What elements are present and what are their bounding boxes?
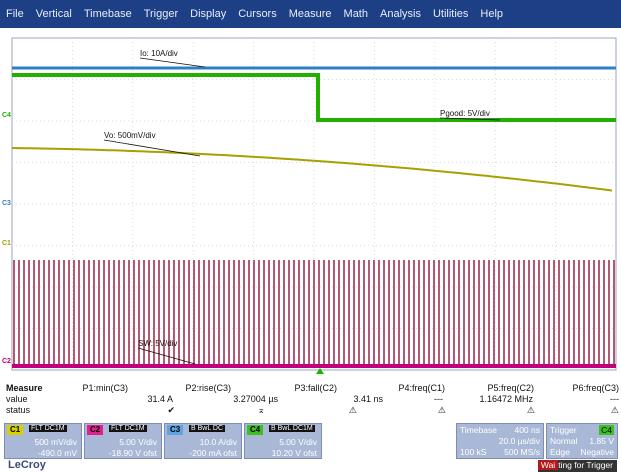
c3-offset: -200 mA ofst xyxy=(189,448,237,458)
c4-marker: C4 xyxy=(2,112,11,119)
param-value: --- xyxy=(434,394,443,404)
param-value: 31.4 A xyxy=(147,394,173,404)
param-name[interactable]: P5:freq(C2) xyxy=(487,383,534,393)
trigger-slope: Negative xyxy=(580,447,614,457)
menu-cursors[interactable]: Cursors xyxy=(238,8,277,20)
timebase-samples: 100 kS xyxy=(460,447,487,457)
c2-flags: FLT DC1M xyxy=(109,425,147,432)
param-name[interactable]: P3:fall(C2) xyxy=(294,383,337,393)
c3-marker: C3 xyxy=(2,200,11,207)
channel-c1-box[interactable]: C1 FLT DC1M 500 mV/div -490.0 mV xyxy=(4,423,82,459)
timebase-div: 20.0 µs/div xyxy=(498,436,540,446)
status-warning-icon: ⚠ xyxy=(437,405,446,415)
menu-file[interactable]: File xyxy=(6,8,24,20)
trigger-source: C4 xyxy=(599,425,614,435)
pgood-trace xyxy=(12,73,616,122)
vo-trace xyxy=(11,147,613,192)
timebase-label: Timebase xyxy=(460,425,498,435)
channel-c4-box[interactable]: C4 B BwL DC1M 5.00 V/div 10.20 V ofst xyxy=(244,423,322,459)
menu-analysis[interactable]: Analysis xyxy=(380,8,421,20)
status-range-icon: ⌅ xyxy=(257,405,265,415)
c2-tag: C2 xyxy=(87,425,104,435)
c1-flags: FLT DC1M xyxy=(29,425,67,432)
c2-scale: 5.00 V/div xyxy=(119,437,157,447)
pgood-label-leader xyxy=(439,117,501,121)
param-name[interactable]: P4:freq(C1) xyxy=(398,383,445,393)
status-warning-icon: ⚠ xyxy=(610,405,619,415)
c4-offset: 10.20 V ofst xyxy=(271,448,317,458)
status-text: ting for Trigger xyxy=(558,460,613,470)
menu-utilities[interactable]: Utilities xyxy=(432,8,469,20)
timebase-rate: 500 MS/s xyxy=(504,447,540,457)
lecroy-logo: LeCroy xyxy=(8,459,46,471)
waveform-display[interactable]: Io: 10A/div Pgood: 5V/div Vo: 500mV/div SW:… xyxy=(0,28,621,378)
channel-c3-box[interactable]: C3 B BwL DC 10.0 A/div -200 mA ofst xyxy=(164,423,242,459)
param-name[interactable]: P6:freq(C3) xyxy=(572,383,619,393)
measure-table: Measure P1:min(C3) P2:rise(C3) P3:fall(C… xyxy=(0,381,621,427)
c1-offset: -490.0 mV xyxy=(37,448,77,458)
c3-tag: C3 xyxy=(167,425,184,435)
trigger-level: 1.85 V xyxy=(589,436,614,446)
timebase-box[interactable]: Timebase 400 ns 20.0 µs/div 100 kS 500 M… xyxy=(456,423,544,459)
sw-label-leader xyxy=(137,347,196,365)
menu-math[interactable]: Math xyxy=(343,8,368,20)
sw-label: SW: 5V/div xyxy=(138,339,177,348)
param-name[interactable]: P1:min(C3) xyxy=(82,383,128,393)
status-warning-icon: ⚠ xyxy=(526,405,535,415)
c4-flags: B BwL DC1M xyxy=(269,425,315,432)
io-label-leader xyxy=(139,57,206,68)
trigger-status: Wai ting for Trigger xyxy=(537,460,617,472)
trigger-label: Trigger xyxy=(550,425,577,435)
c4-tag: C4 xyxy=(247,425,264,435)
vo-label-leader xyxy=(103,139,201,157)
vo-label: Vo: 500mV/div xyxy=(104,131,156,140)
c2-marker: C2 xyxy=(2,358,11,365)
menu-vertical[interactable]: Vertical xyxy=(35,8,72,20)
io-label: Io: 10A/div xyxy=(140,49,178,58)
param-value: 1.16472 MHz xyxy=(479,394,533,404)
param-value: --- xyxy=(610,394,619,404)
value-label: value xyxy=(6,394,28,404)
c3-scale: 10.0 A/div xyxy=(199,437,237,447)
menu-trigger[interactable]: Trigger xyxy=(143,8,179,20)
menu-display[interactable]: Display xyxy=(190,8,227,20)
pgood-label: Pgood: 5V/div xyxy=(440,109,490,118)
c1-scale: 500 mV/div xyxy=(34,437,77,447)
menu-help[interactable]: Help xyxy=(480,8,504,20)
c3-flags: B BwL DC xyxy=(189,425,226,432)
trigger-position-icon xyxy=(316,368,324,374)
c1-marker: C1 xyxy=(2,240,11,247)
menu-bar: File Vertical Timebase Trigger Display C… xyxy=(0,0,621,28)
param-value: 3.41 ns xyxy=(353,394,383,404)
param-name[interactable]: P2:rise(C3) xyxy=(185,383,231,393)
menu-measure[interactable]: Measure xyxy=(288,8,332,20)
status-label: status xyxy=(6,405,31,415)
trigger-box[interactable]: Trigger C4 Normal 1.85 V Edge Negative xyxy=(546,423,618,459)
timebase-delay: 400 ns xyxy=(514,425,540,435)
measure-header: Measure xyxy=(6,383,43,393)
trigger-type: Edge xyxy=(550,447,570,457)
status-check-icon: ✔ xyxy=(167,405,175,415)
status-highlight: Wai xyxy=(537,460,559,470)
waveform-grid: Io: 10A/div Pgood: 5V/div Vo: 500mV/div SW:… xyxy=(11,37,617,374)
param-value: 3.27004 µs xyxy=(233,394,278,404)
trigger-mode: Normal xyxy=(550,436,578,446)
menu-timebase[interactable]: Timebase xyxy=(83,8,132,20)
c4-scale: 5.00 V/div xyxy=(279,437,317,447)
channel-c2-box[interactable]: C2 FLT DC1M 5.00 V/div -18.90 V ofst xyxy=(84,423,162,459)
status-warning-icon: ⚠ xyxy=(348,405,357,415)
c2-offset: -18.90 V ofst xyxy=(108,448,157,458)
c1-tag: C1 xyxy=(7,425,24,435)
